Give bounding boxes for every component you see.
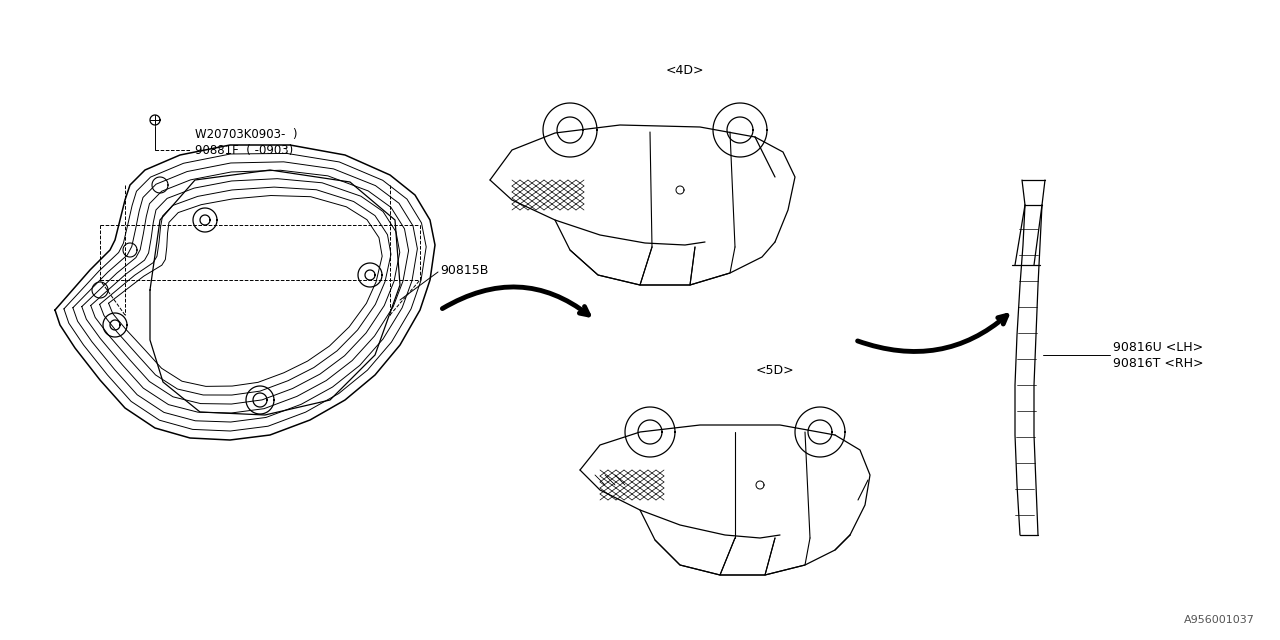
Text: <4D>: <4D>: [666, 63, 704, 77]
Text: 90815B: 90815B: [440, 264, 489, 276]
Text: 90816U <LH>: 90816U <LH>: [1114, 340, 1203, 353]
Text: 90881F  ( -0903): 90881F ( -0903): [195, 143, 293, 157]
Text: 90816T <RH>: 90816T <RH>: [1114, 356, 1203, 369]
Text: <5D>: <5D>: [755, 364, 795, 376]
Text: W20703K0903-  ): W20703K0903- ): [195, 127, 297, 141]
Text: A956001037: A956001037: [1184, 615, 1254, 625]
